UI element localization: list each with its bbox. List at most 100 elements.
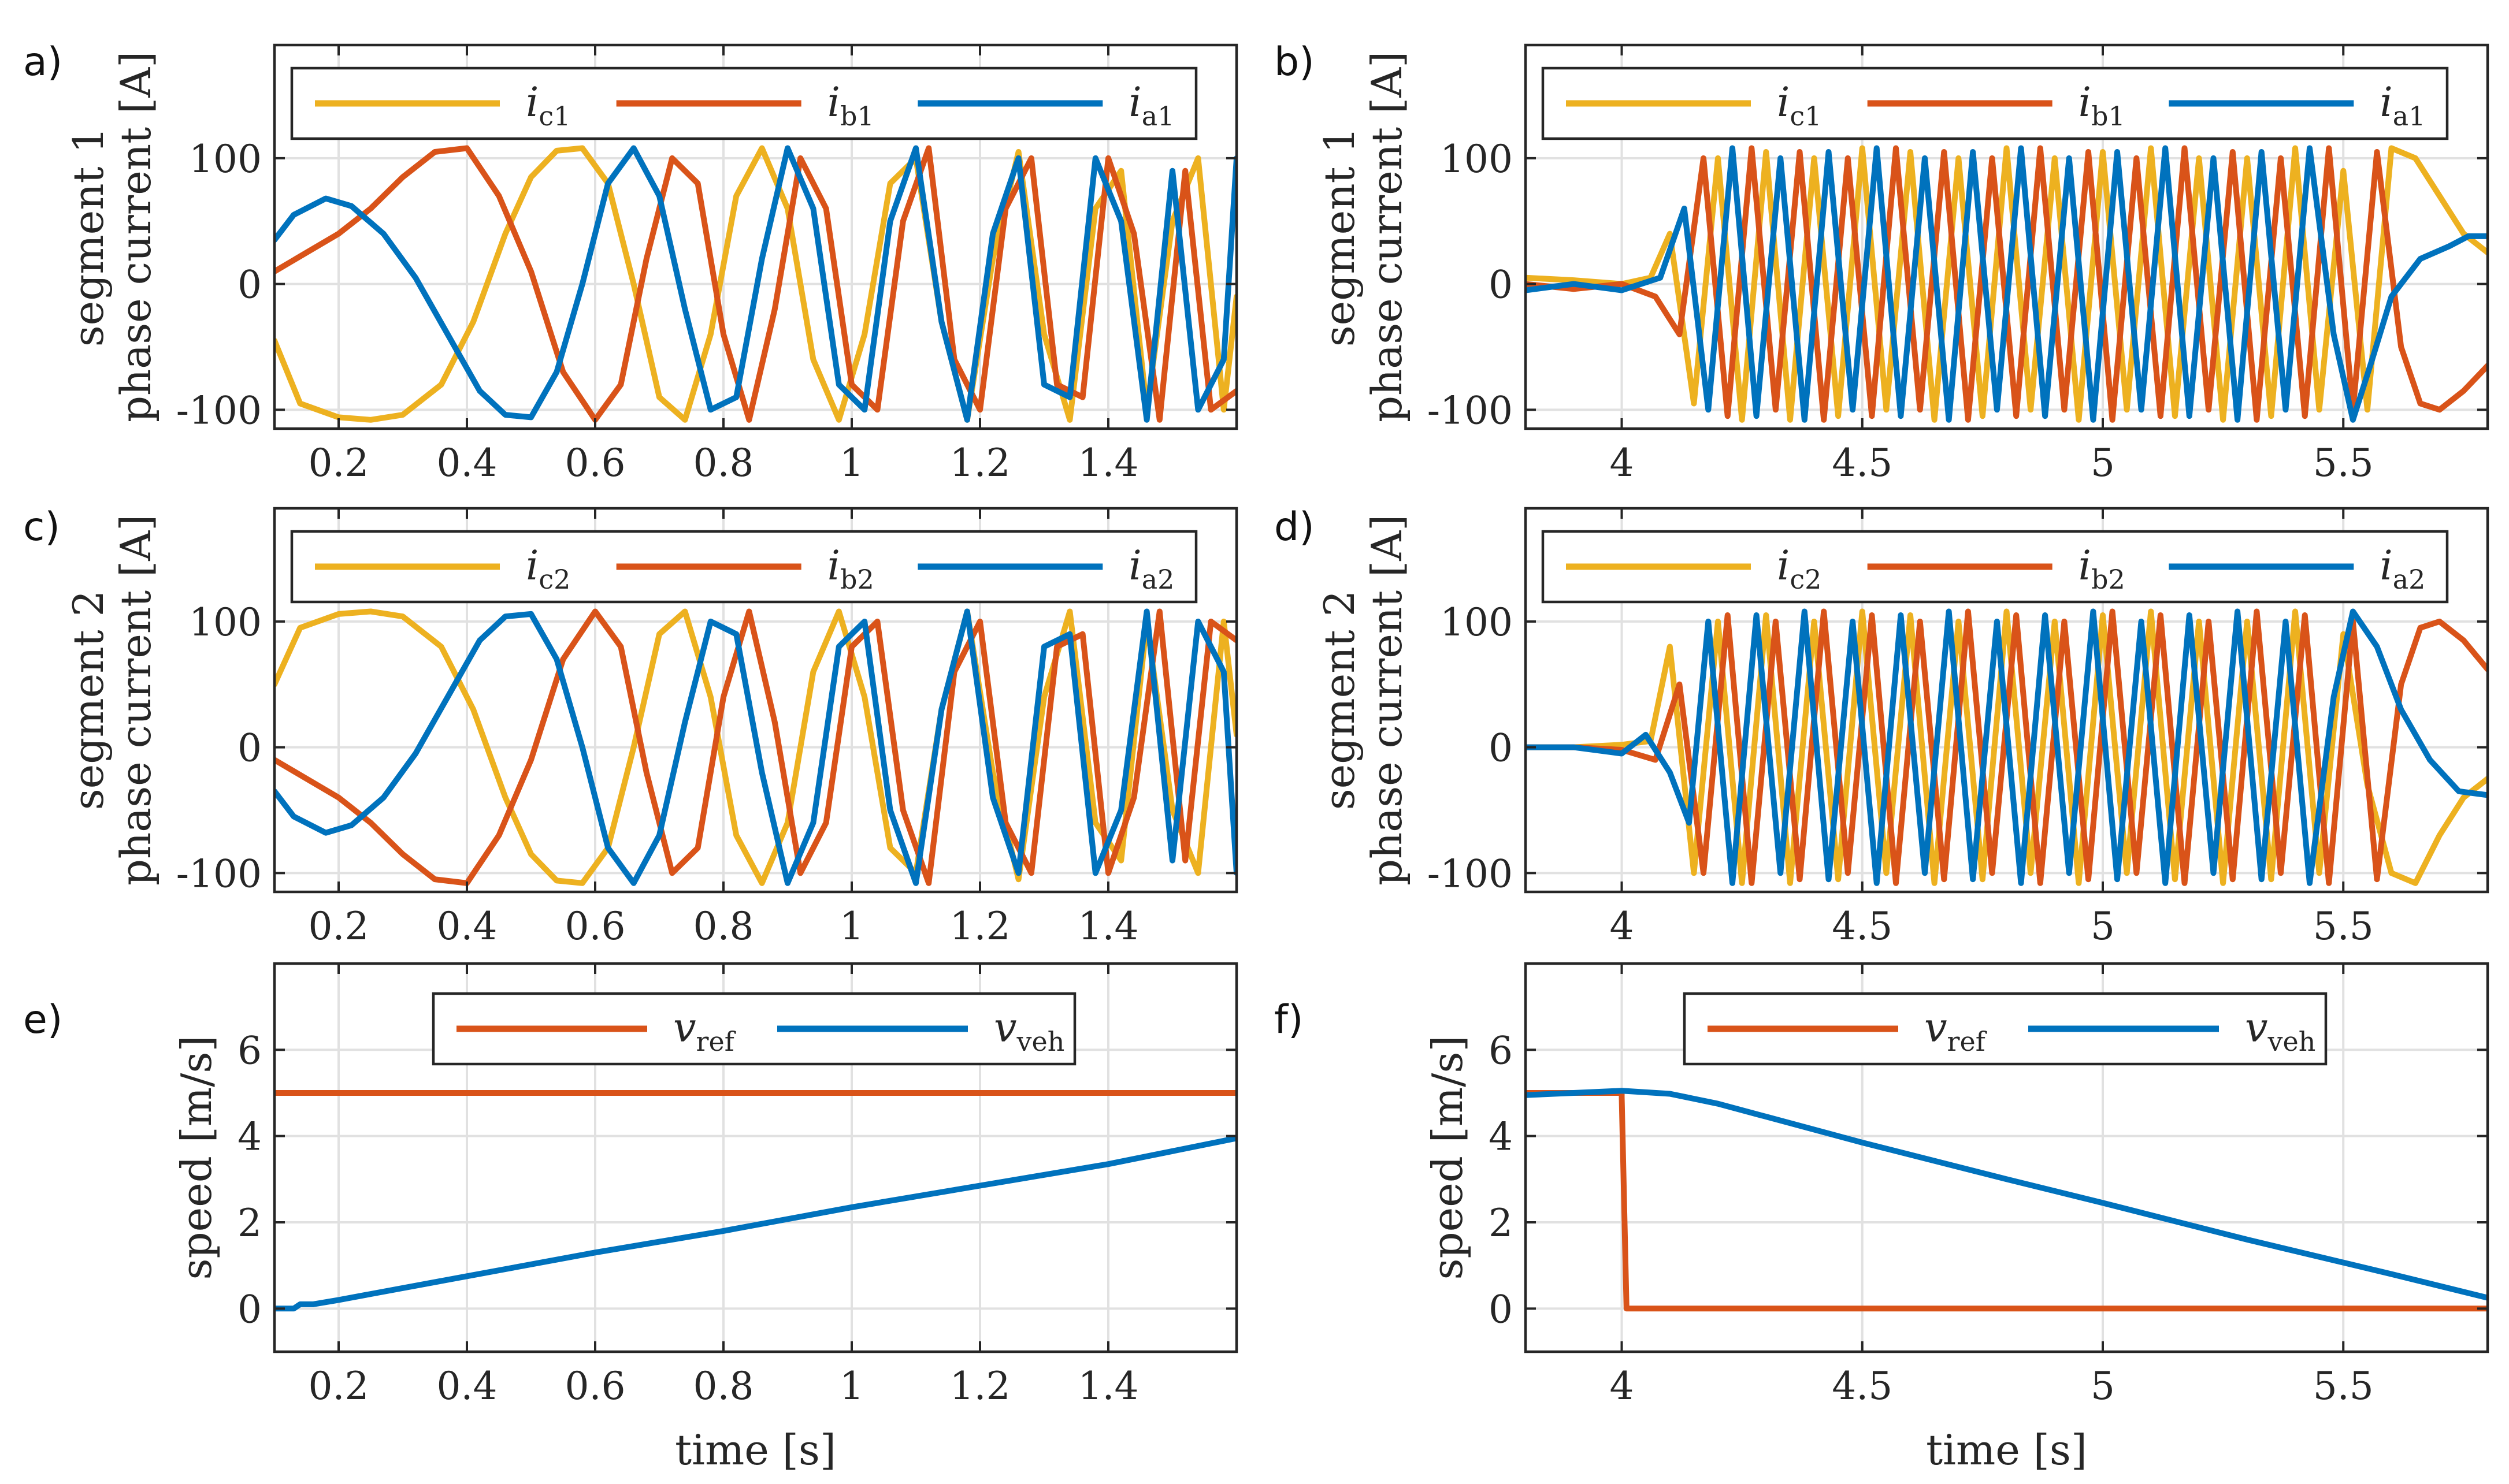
panel-label: d) bbox=[1274, 504, 1315, 550]
legend-entry-label: ia1 bbox=[2380, 79, 2425, 132]
y-axis-label: segment 2 bbox=[64, 590, 113, 810]
y-tick-label: -100 bbox=[1427, 388, 1513, 433]
y-axis-label: phase current [A] bbox=[112, 51, 160, 422]
x-tick-label: 0.4 bbox=[437, 1364, 498, 1408]
x-tick-label: 1.4 bbox=[1078, 904, 1139, 949]
series-i-a2 bbox=[274, 608, 1237, 886]
series-i-a1 bbox=[274, 145, 1237, 423]
x-tick-label: 0.6 bbox=[565, 441, 626, 485]
y-tick-label: 4 bbox=[1489, 1115, 1513, 1159]
x-tick-label: 1 bbox=[840, 441, 864, 485]
x-tick-label: 4 bbox=[1610, 904, 1634, 949]
y-tick-label: -100 bbox=[1427, 851, 1513, 896]
y-tick-label: -100 bbox=[176, 388, 262, 433]
x-tick-label: 1 bbox=[840, 1364, 864, 1408]
legend-entry-label: ia2 bbox=[2380, 542, 2425, 595]
legend-entry-label: ib2 bbox=[827, 542, 874, 595]
x-tick-label: 4.5 bbox=[1832, 904, 1892, 949]
x-tick-label: 5.5 bbox=[2313, 1364, 2374, 1408]
panel-label: a) bbox=[23, 39, 62, 85]
x-tick-label: 0.2 bbox=[309, 1364, 369, 1408]
legend-entry-label: vref bbox=[673, 1004, 736, 1057]
legend-entry-label: ib1 bbox=[2079, 79, 2125, 132]
y-tick-label: 2 bbox=[1489, 1201, 1513, 1245]
y-tick-label: 0 bbox=[237, 263, 262, 307]
y-tick-label: 0 bbox=[237, 726, 262, 771]
x-tick-label: 0.6 bbox=[565, 1364, 626, 1408]
x-axis-label: time [s] bbox=[675, 1426, 836, 1474]
series-i-b2 bbox=[274, 608, 1237, 886]
legend-entry-label: ic1 bbox=[526, 79, 570, 132]
axes-frame bbox=[1524, 962, 2489, 1353]
legend-entry-label: ic1 bbox=[1777, 79, 1821, 132]
y-tick-label: 100 bbox=[189, 600, 262, 645]
y-tick-label: 100 bbox=[189, 137, 262, 181]
panel-e: 0.2 0.4 0.6 0.8 1 1.2 1.4 0 2 4 6 speed [m/s] time [… bbox=[23, 962, 1238, 1474]
axes-frame bbox=[1524, 507, 2489, 894]
x-tick-label: 4.5 bbox=[1832, 441, 1892, 485]
axes-frame bbox=[273, 507, 1238, 894]
legend: ic2 ib2 ia2 bbox=[290, 530, 1198, 604]
x-tick-label: 0.2 bbox=[309, 441, 369, 485]
panel-label: f) bbox=[1274, 997, 1303, 1043]
y-tick-label: 0 bbox=[1489, 263, 1513, 307]
legend-entry-label: ia1 bbox=[1129, 79, 1174, 132]
x-tick-label: 4 bbox=[1610, 441, 1634, 485]
x-tick-label: 1 bbox=[840, 904, 864, 949]
series-i-c2 bbox=[274, 608, 1237, 886]
panel-label: c) bbox=[23, 504, 60, 550]
y-axis-label: phase current [A] bbox=[1363, 515, 1411, 886]
panel-a: 0.2 0.4 0.6 0.8 1 1.2 1.4 -100 0 100 segment 1phas… bbox=[23, 39, 1238, 485]
x-tick-label: 0.4 bbox=[437, 904, 498, 949]
x-tick-label: 4.5 bbox=[1832, 1364, 1892, 1408]
y-axis-label: phase current [A] bbox=[112, 515, 160, 886]
y-tick-label: 0 bbox=[1489, 1287, 1513, 1331]
legend: vref vveh bbox=[1683, 992, 2328, 1066]
legend-entry-label: vref bbox=[1924, 1004, 1987, 1057]
x-tick-label: 0.8 bbox=[693, 1364, 754, 1408]
series-v-veh bbox=[1526, 1088, 2488, 1301]
legend: vref vveh bbox=[432, 992, 1077, 1066]
legend-entry-label: ib1 bbox=[827, 79, 874, 132]
legend: ic1 ib1 ia1 bbox=[1541, 66, 2449, 140]
y-tick-label: 6 bbox=[1489, 1028, 1513, 1073]
x-tick-label: 0.4 bbox=[437, 441, 498, 485]
series-i-a2 bbox=[1526, 608, 2488, 886]
x-tick-label: 5.5 bbox=[2313, 904, 2374, 949]
x-tick-label: 1.2 bbox=[950, 1364, 1011, 1408]
x-tick-label: 5 bbox=[2091, 441, 2115, 485]
x-tick-label: 0.8 bbox=[693, 441, 754, 485]
y-axis-label: segment 1 bbox=[64, 127, 113, 347]
legend-entry-label: ic2 bbox=[526, 542, 570, 595]
x-tick-label: 5 bbox=[2091, 904, 2115, 949]
x-tick-label: 1.4 bbox=[1078, 441, 1139, 485]
axes-frame bbox=[273, 43, 1238, 430]
legend-entry-label: ib2 bbox=[2079, 542, 2125, 595]
x-tick-label: 0.8 bbox=[693, 904, 754, 949]
legend-entry-label: ic2 bbox=[1777, 542, 1821, 595]
panel-label: b) bbox=[1274, 39, 1315, 85]
legend: ic2 ib2 ia2 bbox=[1541, 530, 2449, 604]
series-v-veh bbox=[274, 1135, 1237, 1312]
y-axis-label: segment 1 bbox=[1315, 127, 1364, 347]
series-i-c1 bbox=[274, 145, 1237, 423]
y-tick-label: 0 bbox=[237, 1287, 262, 1331]
series-i-a1 bbox=[1526, 145, 2488, 423]
y-axis-label: segment 2 bbox=[1315, 590, 1364, 810]
y-tick-label: 100 bbox=[1440, 137, 1513, 181]
x-tick-label: 0.6 bbox=[565, 904, 626, 949]
axes-frame bbox=[1524, 43, 2489, 430]
x-tick-label: 1.2 bbox=[950, 904, 1011, 949]
y-tick-label: 0 bbox=[1489, 726, 1513, 771]
y-axis-label: phase current [A] bbox=[1363, 51, 1411, 422]
series-i-c2 bbox=[1526, 608, 2488, 886]
series-i-b1 bbox=[1526, 145, 2488, 423]
y-tick-label: 2 bbox=[237, 1201, 262, 1245]
panel-c: 0.2 0.4 0.6 0.8 1 1.2 1.4 -100 0 100 segment 2phas… bbox=[23, 504, 1238, 949]
axes-frame bbox=[273, 962, 1238, 1353]
series-i-b2 bbox=[1526, 608, 2488, 886]
panel-label: e) bbox=[23, 997, 62, 1043]
